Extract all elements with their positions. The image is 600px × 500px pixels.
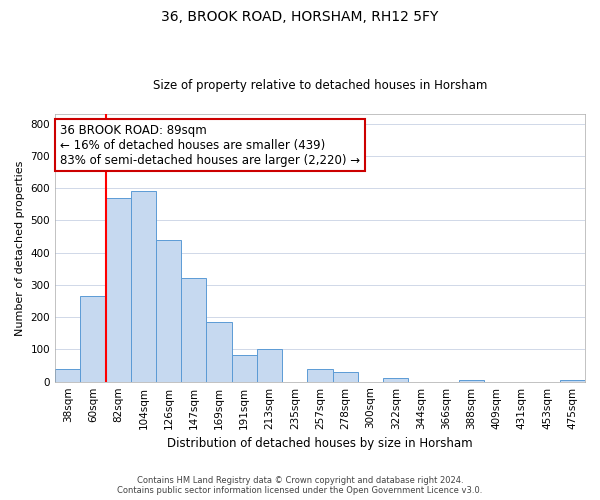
Text: 36, BROOK ROAD, HORSHAM, RH12 5FY: 36, BROOK ROAD, HORSHAM, RH12 5FY — [161, 10, 439, 24]
Text: 36 BROOK ROAD: 89sqm
← 16% of detached houses are smaller (439)
83% of semi-deta: 36 BROOK ROAD: 89sqm ← 16% of detached h… — [60, 124, 360, 166]
Y-axis label: Number of detached properties: Number of detached properties — [15, 160, 25, 336]
Bar — [560, 380, 585, 382]
Bar — [156, 240, 181, 382]
X-axis label: Distribution of detached houses by size in Horsham: Distribution of detached houses by size … — [167, 437, 473, 450]
Text: Contains HM Land Registry data © Crown copyright and database right 2024.
Contai: Contains HM Land Registry data © Crown c… — [118, 476, 482, 495]
Title: Size of property relative to detached houses in Horsham: Size of property relative to detached ho… — [153, 79, 487, 92]
Bar — [383, 378, 409, 382]
Bar — [332, 372, 358, 382]
Bar — [106, 198, 131, 382]
Bar — [55, 370, 80, 382]
Bar — [131, 192, 156, 382]
Bar — [232, 355, 257, 382]
Bar — [459, 380, 484, 382]
Bar — [181, 278, 206, 382]
Bar — [80, 296, 106, 382]
Bar — [257, 350, 282, 382]
Bar — [307, 370, 332, 382]
Bar — [206, 322, 232, 382]
